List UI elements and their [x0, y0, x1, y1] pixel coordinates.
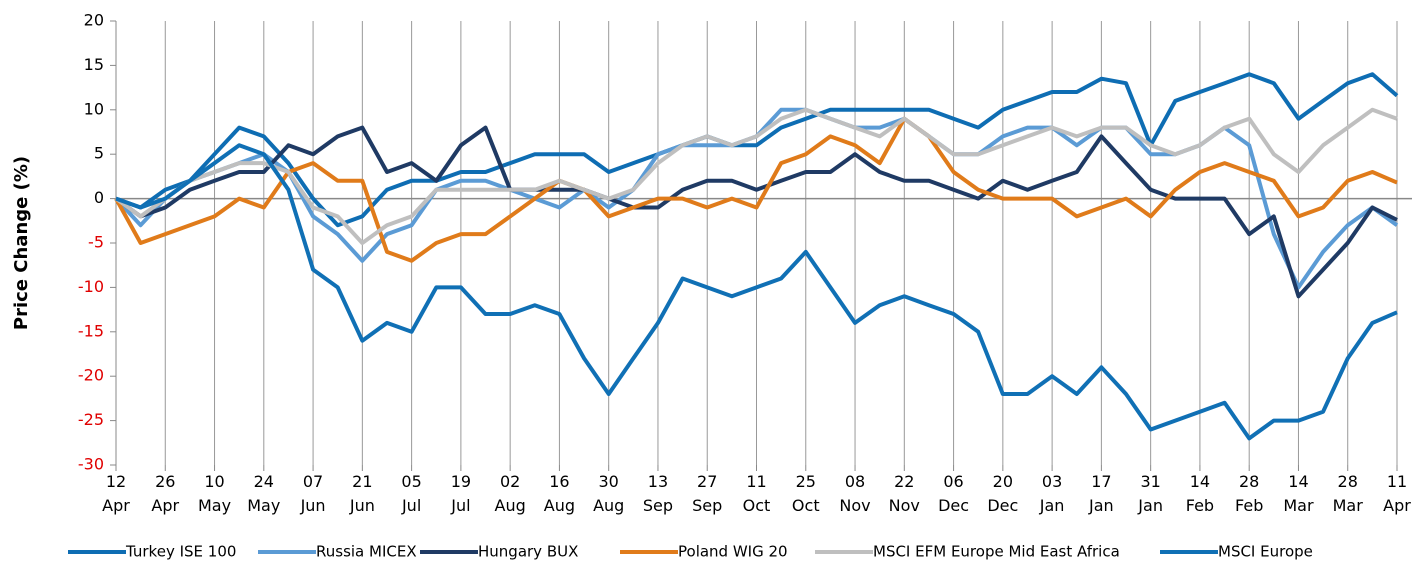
- x-tick-label: 11 Apr: [1383, 472, 1411, 515]
- y-axis-label: Price Change (%): [11, 156, 32, 330]
- series-line: [114, 116, 1398, 263]
- series-line: [114, 107, 1398, 245]
- y-tick-label: -30: [78, 455, 104, 474]
- x-tick-label: 16 Aug: [543, 472, 576, 515]
- legend-label: MSCI Europe: [1218, 543, 1313, 561]
- x-tick-label: 02 Aug: [494, 472, 526, 515]
- x-tick-label: 28 Mar: [1332, 472, 1363, 515]
- x-tick-label: 20 Dec: [987, 472, 1019, 515]
- x-tick-label: 10 May: [197, 472, 232, 515]
- x-tick-label: 19 Jul: [450, 472, 472, 515]
- y-tick-label: -10: [78, 277, 104, 296]
- x-tick-label: 26 Apr: [151, 472, 180, 515]
- x-tick-label: 14 Feb: [1185, 472, 1215, 515]
- y-tick-label: 0: [94, 188, 104, 207]
- y-tick-label: -25: [78, 410, 104, 429]
- x-tick-label: 13 Sep: [642, 472, 674, 515]
- legend-label: Russia MICEX: [316, 543, 417, 561]
- x-tick-label: 12 Apr: [102, 472, 130, 515]
- y-tick-label: 20: [84, 11, 104, 30]
- y-tick-label: 10: [84, 99, 104, 118]
- x-tick-label: 22 Nov: [888, 472, 920, 515]
- x-tick-label: 14 Mar: [1283, 472, 1314, 515]
- legend-label: Turkey ISE 100: [125, 543, 236, 561]
- x-tick-label: 24 May: [247, 472, 281, 515]
- x-tick-label: 31 Jan: [1138, 472, 1163, 515]
- y-tick-label: -5: [88, 233, 104, 252]
- x-tick-label: 25 Oct: [791, 472, 820, 515]
- y-tick-label: 5: [94, 144, 104, 163]
- legend-label: Poland WIG 20: [678, 543, 788, 561]
- series-line: [115, 72, 1399, 228]
- legend-label: MSCI EFM Europe Mid East Africa: [873, 543, 1120, 561]
- x-tick-label: 05 Jul: [401, 472, 422, 515]
- x-tick-label: 28 Feb: [1235, 472, 1264, 515]
- x-tick-label: 11 Oct: [742, 472, 771, 515]
- y-tick-label: -20: [78, 366, 104, 385]
- series-line: [114, 125, 1398, 299]
- x-tick-label: 03 Jan: [1039, 472, 1065, 515]
- x-tick-label: 30 Aug: [593, 472, 625, 515]
- y-tick-label: 15: [84, 55, 104, 74]
- x-tick-label: 08 Nov: [839, 472, 871, 515]
- x-tick-label: 07 Jun: [300, 472, 326, 515]
- x-tick-label: 27 Sep: [692, 472, 723, 515]
- legend-label: Hungary BUX: [478, 543, 578, 561]
- x-tick-label: 17 Jan: [1089, 472, 1114, 515]
- x-tick-label: 06 Dec: [938, 472, 970, 515]
- y-tick-label: -15: [78, 321, 104, 340]
- x-tick-label: 21 Jun: [349, 472, 375, 515]
- series-line: [115, 143, 1398, 441]
